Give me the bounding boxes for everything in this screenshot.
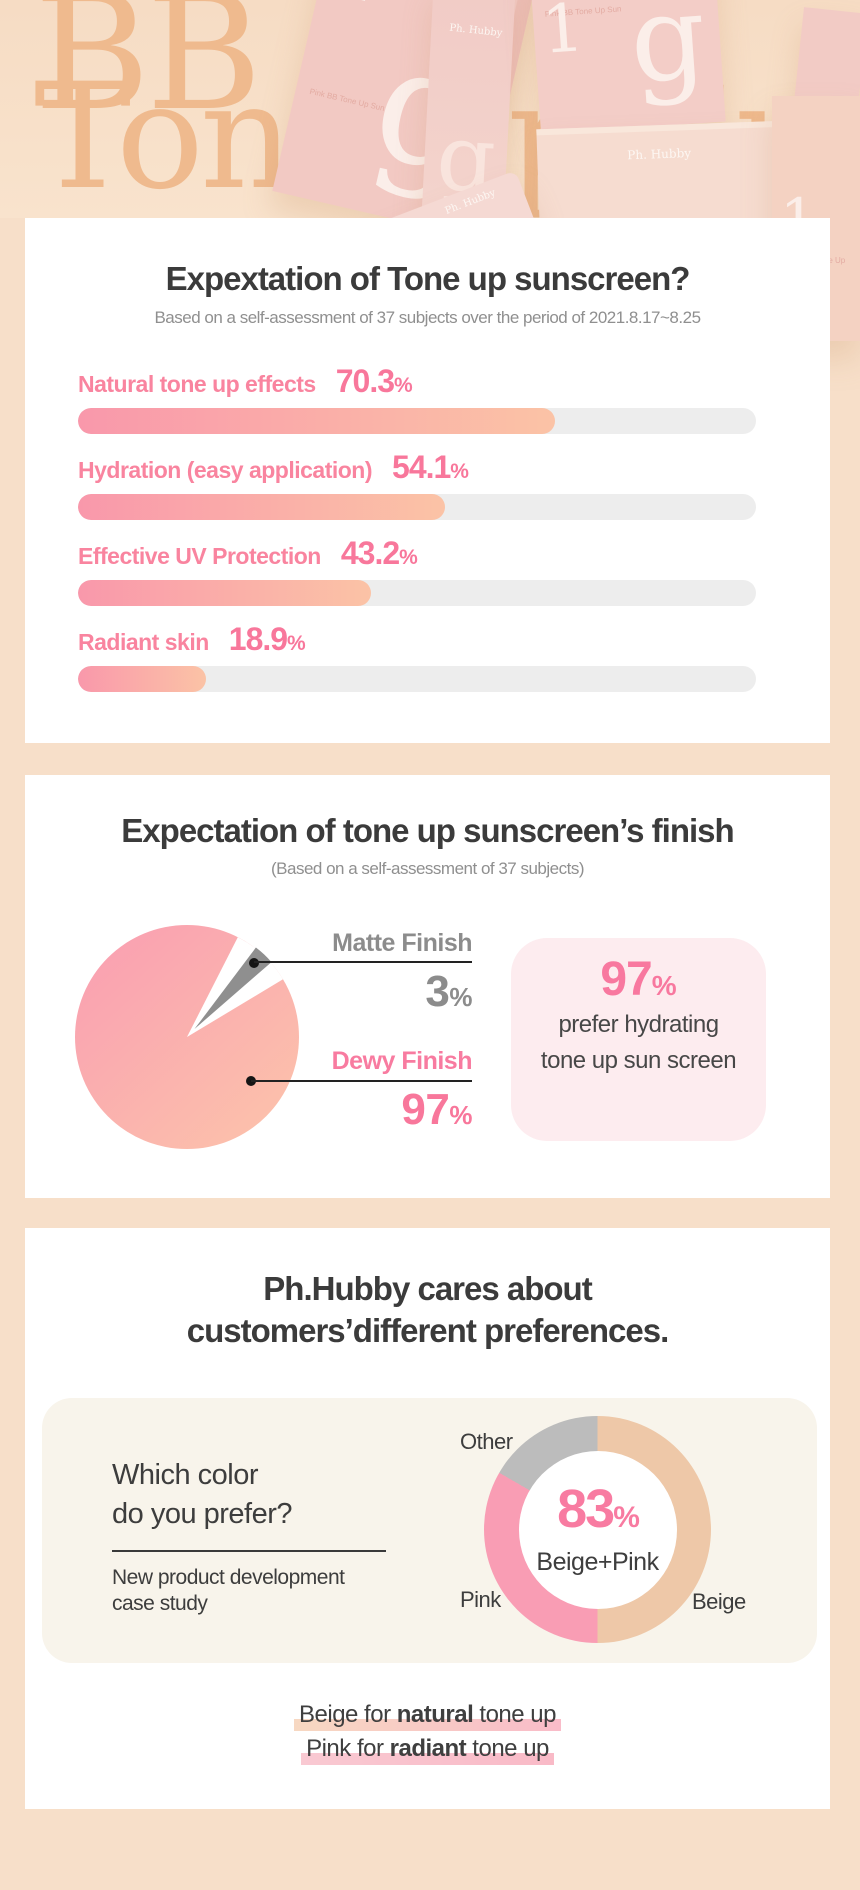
highlight-stat-value: 97 [600,953,652,1006]
bar-track [78,408,756,434]
bar-fill [78,580,371,606]
bar-label: Hydration (easy application) [78,457,373,483]
footer-note-line: Beige for natural tone up [25,1698,830,1732]
card2-title: Expectation of tone up sunscreen’s finis… [121,812,734,849]
bar-value: 18.9 [228,621,288,657]
card1-title: Expextation of Tone up sunscreen? [165,260,691,297]
bar-percent-sign: % [450,460,469,483]
highlight-stat-text-1: prefer hydrating [558,1011,719,1038]
donut-percent-sign: % [613,1501,640,1534]
bar-row: Effective UV Protection 43.2% [78,537,756,606]
donut-value: 83 [557,1479,615,1539]
bar-value: 54.1 [392,449,451,485]
donut-label-pink: Pink [460,1587,501,1612]
preference-panel: Which color do you prefer? New product d… [42,1398,817,1663]
highlighted-text: Pink for radiant tone up [301,1732,554,1766]
matte-finish-label: Matte Finish [332,929,472,957]
question-line2: do you prefer? [112,1498,293,1530]
bar-chart: Natural tone up effects 70.3% Hydration (… [78,365,756,712]
matte-callout-line [254,961,472,963]
pie-chart [75,925,299,1149]
product-box-top-right: Pink BB Tone Up Sun 1 g [529,0,726,135]
bar-fill [78,494,445,520]
matte-finish-value: 3 [425,967,450,1016]
dewy-finish-label: Dewy Finish [331,1047,473,1075]
highlighted-text: Beige for natural tone up [294,1698,561,1732]
card2-subtitle: (Based on a self-assessment of 37 subjec… [271,859,585,878]
question-line1: Which color [112,1459,259,1491]
brand-label: Ph. Hubby [448,22,503,40]
matte-callout-dot [249,958,259,968]
box-label: Pink BB Tone Up Sun [308,86,386,113]
highlight-stat-box: 97% prefer hydrating tone up sun screen [511,938,766,1141]
footer-note-line: Pink for radiant tone up [25,1732,830,1766]
donut-label-other: Other [460,1429,513,1454]
bar-label: Effective UV Protection [78,543,321,569]
bar-percent-sign: % [394,374,413,397]
bar-fill [78,408,555,434]
donut-chart: 83% Beige+Pink [484,1416,711,1643]
bar-row: Radiant skin 18.9% [78,623,756,692]
donut-center: 83% Beige+Pink [518,1450,677,1609]
box-glyph-1: 1 [539,0,587,69]
card-expectation-bars: Expextation of Tone up sunscreen? Based … [25,218,830,743]
bar-track [78,666,756,692]
card1-subtitle: Based on a self-assessment of 37 subject… [154,308,701,327]
highlight-percent-sign: % [651,970,677,1001]
dewy-callout-line [251,1080,472,1082]
matte-percent-sign: % [449,982,472,1012]
question-divider [112,1550,386,1552]
bar-percent-sign: % [399,546,418,569]
card3-title-line1: Ph.Hubby cares about [263,1270,592,1307]
brand-label: Ph. Hubby [627,146,692,163]
hero-product-photo: BB Tone-up Sun 1 g Pink BB Tone Up Sun P… [0,0,860,357]
dewy-percent-sign: % [449,1100,472,1130]
bar-row: Natural tone up effects 70.3% [78,365,756,434]
note-line2: case study [112,1592,208,1615]
note-line1: New product development [112,1566,345,1589]
footer-notes: Beige for natural tone up Pink for radia… [25,1698,830,1766]
bar-value: 70.3 [335,363,395,399]
bar-label: Radiant skin [78,629,209,655]
question-block: Which color do you prefer? New product d… [112,1456,386,1617]
watermark-bb: BB [34,0,262,146]
card-color-preference: Ph.Hubby cares about customers’different… [25,1228,830,1809]
bar-label: Natural tone up effects [78,371,316,397]
donut-label-beige: Beige [692,1589,746,1614]
box-glyph-g: g [625,0,711,110]
bar-track [78,494,756,520]
bar-track [78,580,756,606]
pie-matte-slice [194,947,272,1029]
card3-title-line2: customers’different preferences. [186,1312,670,1349]
highlight-stat-text-2: tone up sun screen [540,1047,737,1074]
bar-row: Hydration (easy application) 54.1% [78,451,756,520]
box-glyph-1: 1 [320,0,394,23]
donut-center-label: Beige+Pink [536,1548,659,1576]
bar-fill [78,666,207,692]
bar-percent-sign: % [287,632,306,655]
bar-value: 43.2 [340,535,400,571]
dewy-finish-value: 97 [401,1085,450,1134]
card-finish-pie: Expectation of tone up sunscreen’s finis… [25,775,830,1198]
